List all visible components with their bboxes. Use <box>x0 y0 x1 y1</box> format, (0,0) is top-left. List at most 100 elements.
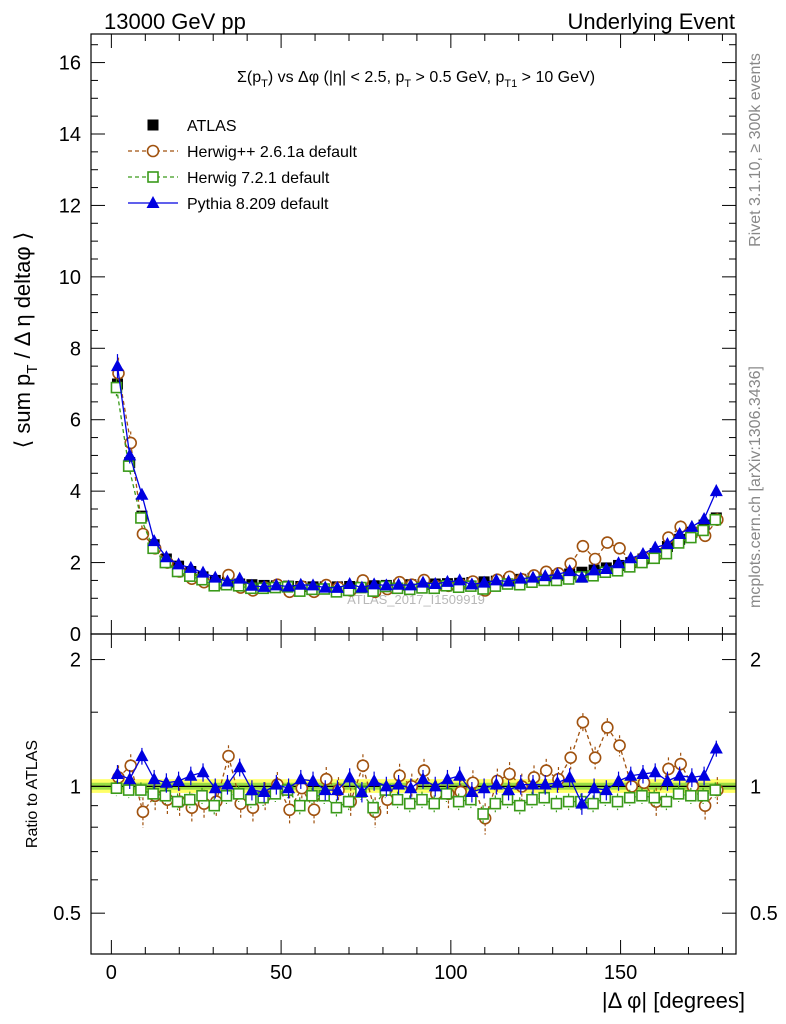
ratio-point <box>172 773 186 786</box>
ratio-point <box>625 780 639 793</box>
y-tick-label: 4 <box>70 481 81 503</box>
ratio-point <box>489 777 503 790</box>
mc-point <box>123 448 137 461</box>
mc-point <box>245 578 259 591</box>
ratio-point <box>454 785 467 799</box>
ratio-point <box>294 772 308 785</box>
title-part: Σ(p <box>237 69 261 86</box>
legend-label: Herwig 7.2.1 default <box>187 170 330 187</box>
mc-point <box>147 534 161 547</box>
ratio-point <box>648 765 662 778</box>
rivet-label: Rivet 3.1.10, ≥ 300k events <box>747 53 764 247</box>
ratio-point <box>171 795 184 808</box>
ratio-point <box>587 781 601 794</box>
ratio-point <box>709 784 722 796</box>
y-tick-label: 16 <box>59 53 81 75</box>
mc-point <box>526 570 540 583</box>
ratio-point <box>110 782 123 795</box>
mc-point <box>575 570 589 583</box>
ratio-panel: 0.5 0.5 1 1 2 2 0 50 100 150 Ratio to ATLAS <box>24 633 778 984</box>
ratio-point <box>147 772 161 785</box>
mc-point <box>294 577 308 590</box>
mc-point <box>379 578 393 591</box>
ratio-point <box>613 739 626 752</box>
ratio-point <box>674 757 687 771</box>
ratio-point <box>356 759 370 772</box>
ratio-point <box>222 749 235 763</box>
ratio-point <box>513 799 526 812</box>
ratio-point <box>135 784 147 796</box>
ratio-point <box>636 766 650 779</box>
mc-point <box>660 547 673 560</box>
header-left: 13000 GeV pp <box>104 9 246 34</box>
mc-point <box>672 537 685 549</box>
ratio-point <box>379 779 393 792</box>
ratio-point <box>648 791 660 804</box>
mc-point <box>623 561 636 573</box>
ratio-point <box>232 788 245 800</box>
ratio-point <box>208 781 222 794</box>
ratio-point <box>587 797 599 810</box>
chart-title: Σ(pT) vs Δφ (|η| < 2.5, pT > 0.5 GeV, pT… <box>237 69 595 90</box>
mc-point <box>612 556 626 569</box>
ratio-point <box>502 783 516 796</box>
ratio-point <box>234 797 248 810</box>
ratio-point <box>342 795 355 808</box>
ratio-point <box>452 795 465 808</box>
ratio-point <box>122 784 135 796</box>
ratio-point <box>403 797 416 810</box>
mc-point <box>172 557 186 570</box>
mc-point <box>136 527 150 541</box>
y-tick-label: 14 <box>59 124 81 146</box>
mc-point <box>135 512 147 524</box>
mc-point <box>208 570 222 583</box>
main-y-label: ⟨ sum pT / Δ η deltaφ ⟩ <box>10 232 41 449</box>
ratio-point <box>550 775 564 788</box>
ratio-point <box>453 768 467 781</box>
mc-point <box>233 571 247 584</box>
mc-point <box>318 580 332 593</box>
ratio-point <box>440 788 453 800</box>
mc-point <box>306 578 320 591</box>
mc-point <box>330 580 344 593</box>
ratio-series <box>110 713 724 835</box>
ratio-point <box>562 795 575 808</box>
ratio-point <box>672 788 685 800</box>
ratio-point <box>563 770 577 783</box>
legend-marker <box>147 119 159 131</box>
ratio-point <box>208 799 221 812</box>
legend-marker <box>146 144 160 158</box>
mc-point <box>685 519 699 532</box>
ratio-point <box>673 768 687 781</box>
ratio-point <box>428 797 441 810</box>
ratio-point <box>220 777 234 790</box>
ratio-point <box>623 791 636 804</box>
y-tick-label: 8 <box>70 338 81 360</box>
ratio-point <box>367 773 381 786</box>
ratio-point <box>698 799 712 812</box>
ratio-point <box>526 777 540 790</box>
ratio-point <box>503 767 516 781</box>
mc-point <box>697 524 709 537</box>
mc-point <box>709 513 722 526</box>
ratio-point <box>685 770 699 783</box>
ratio-point <box>269 777 283 790</box>
ratio-point <box>330 783 344 796</box>
ratio-point <box>612 773 626 786</box>
ratio-point <box>660 773 674 786</box>
legend-label: Pythia 8.209 default <box>187 196 329 213</box>
ratio-point <box>196 789 208 802</box>
mc-point <box>465 577 479 590</box>
ratio-y-tick-label: 2 <box>70 650 81 672</box>
ratio-point <box>440 772 454 785</box>
ratio-point <box>611 795 624 808</box>
ratio-point <box>306 773 320 786</box>
mc-point <box>453 573 467 586</box>
ratio-frame <box>90 633 737 955</box>
ratio-point <box>416 793 428 806</box>
ratio-point <box>599 783 613 796</box>
mc-point <box>257 579 271 592</box>
ratio-point <box>428 779 442 792</box>
ratio-point <box>391 793 404 806</box>
ratio-y-label: Ratio to ATLAS <box>24 740 41 848</box>
